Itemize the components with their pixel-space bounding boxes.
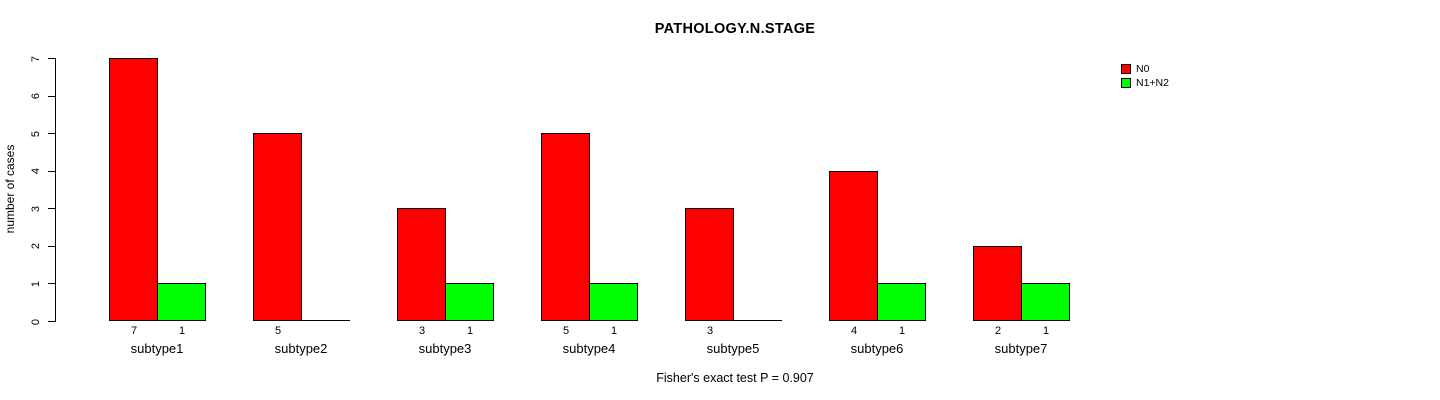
category-label-subtype1: subtype1 <box>130 341 184 356</box>
chart-title: PATHOLOGY.N.STAGE <box>654 21 816 37</box>
legend-label-n0: N0 <box>1136 63 1150 75</box>
y-tick-label: 3 <box>30 205 42 213</box>
bar-N0-subtype2 <box>253 133 302 321</box>
y-tick <box>48 96 55 97</box>
y-tick <box>48 208 55 209</box>
bar-N1+N2-subtype7 <box>1021 283 1070 321</box>
bar-value-label: 5 <box>562 325 570 337</box>
y-tick-label: 6 <box>30 92 42 100</box>
y-tick <box>48 133 55 134</box>
bar-value-label: 5 <box>274 325 282 337</box>
y-tick <box>48 58 55 59</box>
bar-N1+N2-subtype2-zero <box>301 320 350 321</box>
bar-N0-subtype5 <box>685 208 734 321</box>
bar-N1+N2-subtype1 <box>157 283 206 321</box>
category-label-subtype5: subtype5 <box>706 341 760 356</box>
y-tick-label: 2 <box>30 242 42 250</box>
legend-label-n1n2: N1+N2 <box>1136 77 1169 89</box>
bar-N0-subtype7 <box>973 246 1022 321</box>
bar-value-label: 1 <box>466 325 474 337</box>
category-label-subtype6: subtype6 <box>850 341 904 356</box>
bar-value-label: 1 <box>610 325 618 337</box>
bar-N0-subtype1 <box>109 58 158 321</box>
bar-value-label: 2 <box>994 325 1002 337</box>
bar-value-label: 3 <box>418 325 426 337</box>
bar-N1+N2-subtype6 <box>877 283 926 321</box>
y-tick <box>48 246 55 247</box>
y-axis-label: number of cases <box>3 144 17 234</box>
legend-swatch-n1n2 <box>1121 78 1131 88</box>
category-label-subtype7: subtype7 <box>994 341 1048 356</box>
bar-N0-subtype3 <box>397 208 446 321</box>
legend: N0 N1+N2 <box>1121 62 1169 90</box>
bar-N1+N2-subtype3 <box>445 283 494 321</box>
y-tick-label: 7 <box>30 55 42 63</box>
bar-N0-subtype4 <box>541 133 590 321</box>
bar-N1+N2-subtype5-zero <box>733 320 782 321</box>
legend-item-n1n2: N1+N2 <box>1121 76 1169 90</box>
legend-item-n0: N0 <box>1121 62 1169 76</box>
legend-swatch-n0 <box>1121 64 1131 74</box>
y-tick-label: 4 <box>30 167 42 175</box>
y-tick-label: 1 <box>30 280 42 288</box>
bar-value-label: 4 <box>850 325 858 337</box>
y-tick <box>48 171 55 172</box>
bar-value-label: 7 <box>130 325 138 337</box>
bar-value-label: 3 <box>706 325 714 337</box>
y-tick <box>48 283 55 284</box>
bar-N0-subtype6 <box>829 171 878 321</box>
category-label-subtype2: subtype2 <box>274 341 328 356</box>
category-label-subtype4: subtype4 <box>562 341 616 356</box>
y-axis-line <box>55 58 56 322</box>
y-tick <box>48 321 55 322</box>
bar-value-label: 1 <box>1042 325 1050 337</box>
bar-value-label: 1 <box>178 325 186 337</box>
category-label-subtype3: subtype3 <box>418 341 472 356</box>
fisher-annotation: Fisher's exact test P = 0.907 <box>656 371 814 385</box>
bar-N1+N2-subtype4 <box>589 283 638 321</box>
bar-value-label: 1 <box>898 325 906 337</box>
y-tick-label: 0 <box>30 318 42 326</box>
y-tick-label: 5 <box>30 130 42 138</box>
